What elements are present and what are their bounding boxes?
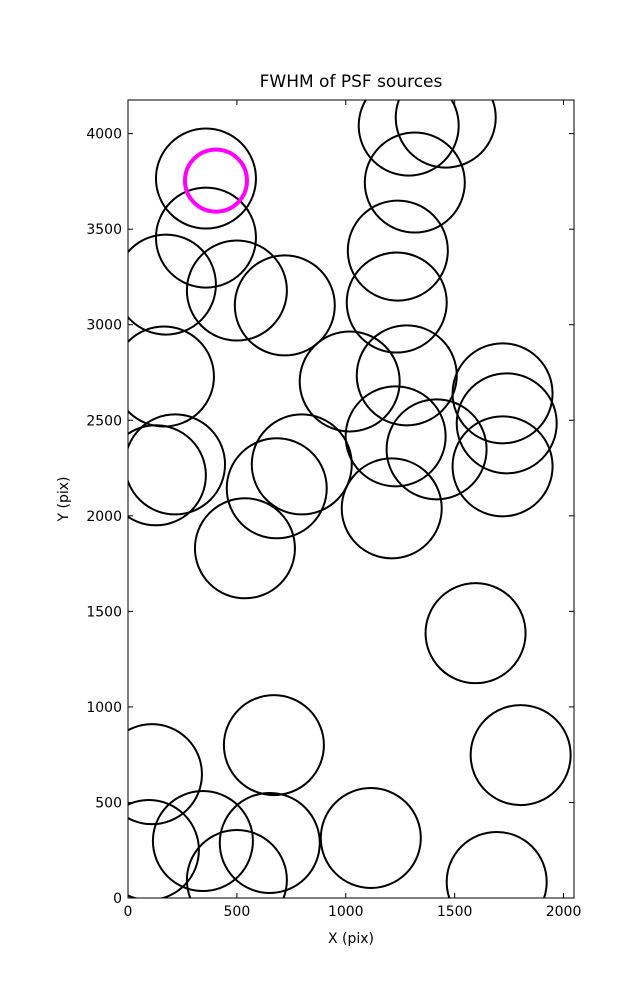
- source-circle: [394, 100, 497, 169]
- x-tick-label: 2000: [546, 904, 582, 920]
- source-circle: [469, 704, 572, 807]
- axes-frame: [127, 99, 575, 899]
- source-circle: [424, 582, 527, 685]
- source-circle: [182, 147, 249, 214]
- source-circle: [128, 424, 207, 527]
- x-tick-label: 500: [224, 904, 251, 920]
- source-circle: [445, 830, 548, 898]
- y-tick-label: 3000: [86, 318, 122, 334]
- source-circle: [345, 251, 448, 354]
- source-circle: [185, 239, 288, 342]
- y-axis-label: Y (pix): [56, 477, 72, 523]
- source-circle: [154, 127, 257, 230]
- chart-title: FWHM of PSF sources: [260, 72, 443, 92]
- source-circle: [455, 372, 558, 475]
- y-tick-label: 2000: [86, 509, 122, 525]
- y-tick-label: 1000: [86, 700, 122, 716]
- source-circle: [344, 385, 447, 488]
- source-circle: [225, 437, 328, 540]
- source-circle: [218, 791, 321, 894]
- source-circle: [154, 186, 257, 289]
- source-circle: [128, 723, 203, 826]
- source-circle: [128, 325, 215, 428]
- source-circle: [363, 131, 466, 234]
- plot-area: [128, 100, 572, 898]
- y-tick-label: 1500: [86, 604, 122, 620]
- source-circle: [451, 342, 554, 445]
- source-circle: [233, 254, 336, 357]
- source-circle: [128, 413, 227, 516]
- source-circle: [128, 233, 217, 336]
- y-tick-label: 500: [95, 795, 122, 811]
- source-circle: [451, 415, 554, 518]
- x-tick-label: 0: [124, 904, 133, 920]
- source-circle: [193, 497, 296, 600]
- y-tick-label: 0: [113, 891, 122, 907]
- source-circle: [340, 457, 443, 560]
- x-axis-label: X (pix): [328, 931, 374, 947]
- source-circle: [357, 100, 460, 177]
- y-tick-label: 2500: [86, 413, 122, 429]
- y-tick-label: 4000: [86, 127, 122, 143]
- source-circle: [185, 829, 288, 898]
- source-circle: [250, 413, 353, 516]
- source-circle: [298, 330, 401, 433]
- source-circle: [222, 694, 325, 797]
- source-circle: [151, 790, 254, 893]
- y-tick-label: 3500: [86, 222, 122, 238]
- x-tick-label: 1500: [437, 904, 473, 920]
- source-circle: [319, 786, 422, 889]
- source-circle: [346, 199, 449, 302]
- source-circle: [128, 799, 200, 898]
- x-tick-label: 1000: [328, 904, 364, 920]
- source-circle: [385, 398, 488, 501]
